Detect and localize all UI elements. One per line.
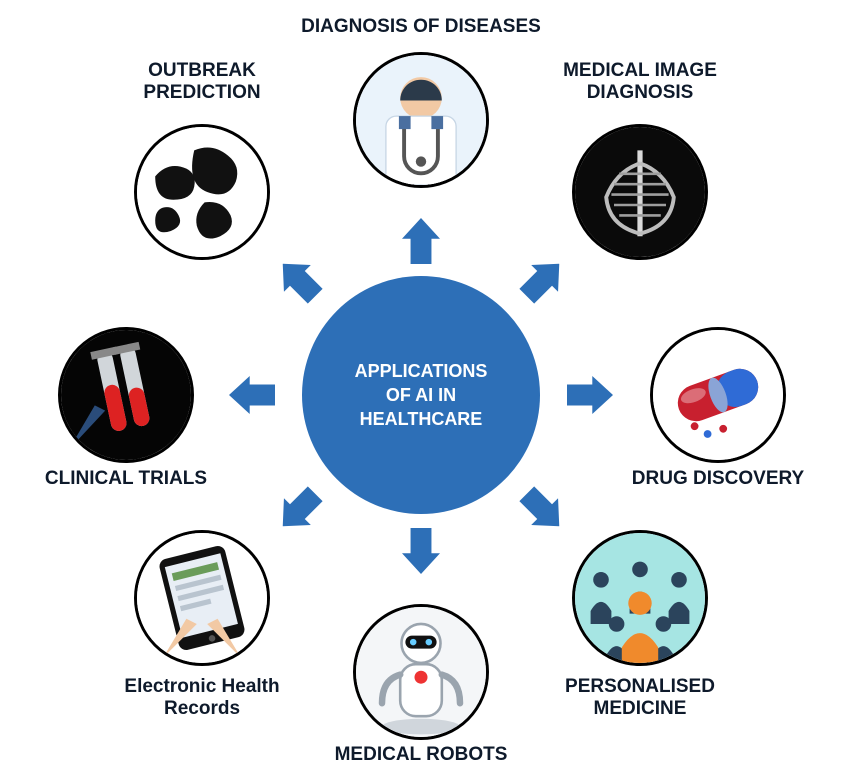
node-label-ehr: Electronic Health Records [92, 676, 312, 720]
center-label: APPLICATIONS OF AI IN HEALTHCARE [355, 359, 488, 432]
arrow-personalised [513, 480, 572, 539]
node-diagnosis [353, 52, 489, 188]
node-medical_robots [353, 604, 489, 740]
diagram-stage: APPLICATIONS OF AI IN HEALTHCARE DIAGNOS… [0, 0, 850, 778]
arrow-ehr [269, 480, 328, 539]
arrow-drug_discovery [567, 376, 613, 414]
robot-icon [356, 607, 486, 737]
pill-icon [653, 330, 783, 460]
node-ehr [134, 530, 270, 666]
node-drug_discovery [650, 327, 786, 463]
node-label-drug_discovery: DRUG DISCOVERY [608, 468, 828, 490]
arrow-diagnosis [402, 218, 440, 264]
arrow-outbreak [269, 250, 328, 309]
center-hub: APPLICATIONS OF AI IN HEALTHCARE [302, 276, 540, 514]
node-medical_image [572, 124, 708, 260]
doctor-icon [356, 55, 486, 185]
tubes-icon [61, 330, 191, 460]
node-label-medical_image: MEDICAL IMAGE DIAGNOSIS [530, 60, 750, 104]
xray-icon [575, 127, 705, 257]
arrow-medical_image [513, 250, 572, 309]
tablet-icon [137, 533, 267, 663]
arrow-medical_robots [402, 528, 440, 574]
node-label-medical_robots: MEDICAL ROBOTS [291, 744, 551, 766]
node-clinical_trials [58, 327, 194, 463]
node-label-outbreak: OUTBREAK PREDICTION [102, 60, 302, 104]
node-label-personalised: PERSONALISED MEDICINE [530, 676, 750, 720]
node-label-diagnosis: DIAGNOSIS OF DISEASES [271, 16, 571, 38]
person_group-icon [575, 533, 705, 663]
node-label-clinical_trials: CLINICAL TRIALS [16, 468, 236, 490]
node-outbreak [134, 124, 270, 260]
arrow-clinical_trials [229, 376, 275, 414]
node-personalised [572, 530, 708, 666]
globe-icon [137, 127, 267, 257]
